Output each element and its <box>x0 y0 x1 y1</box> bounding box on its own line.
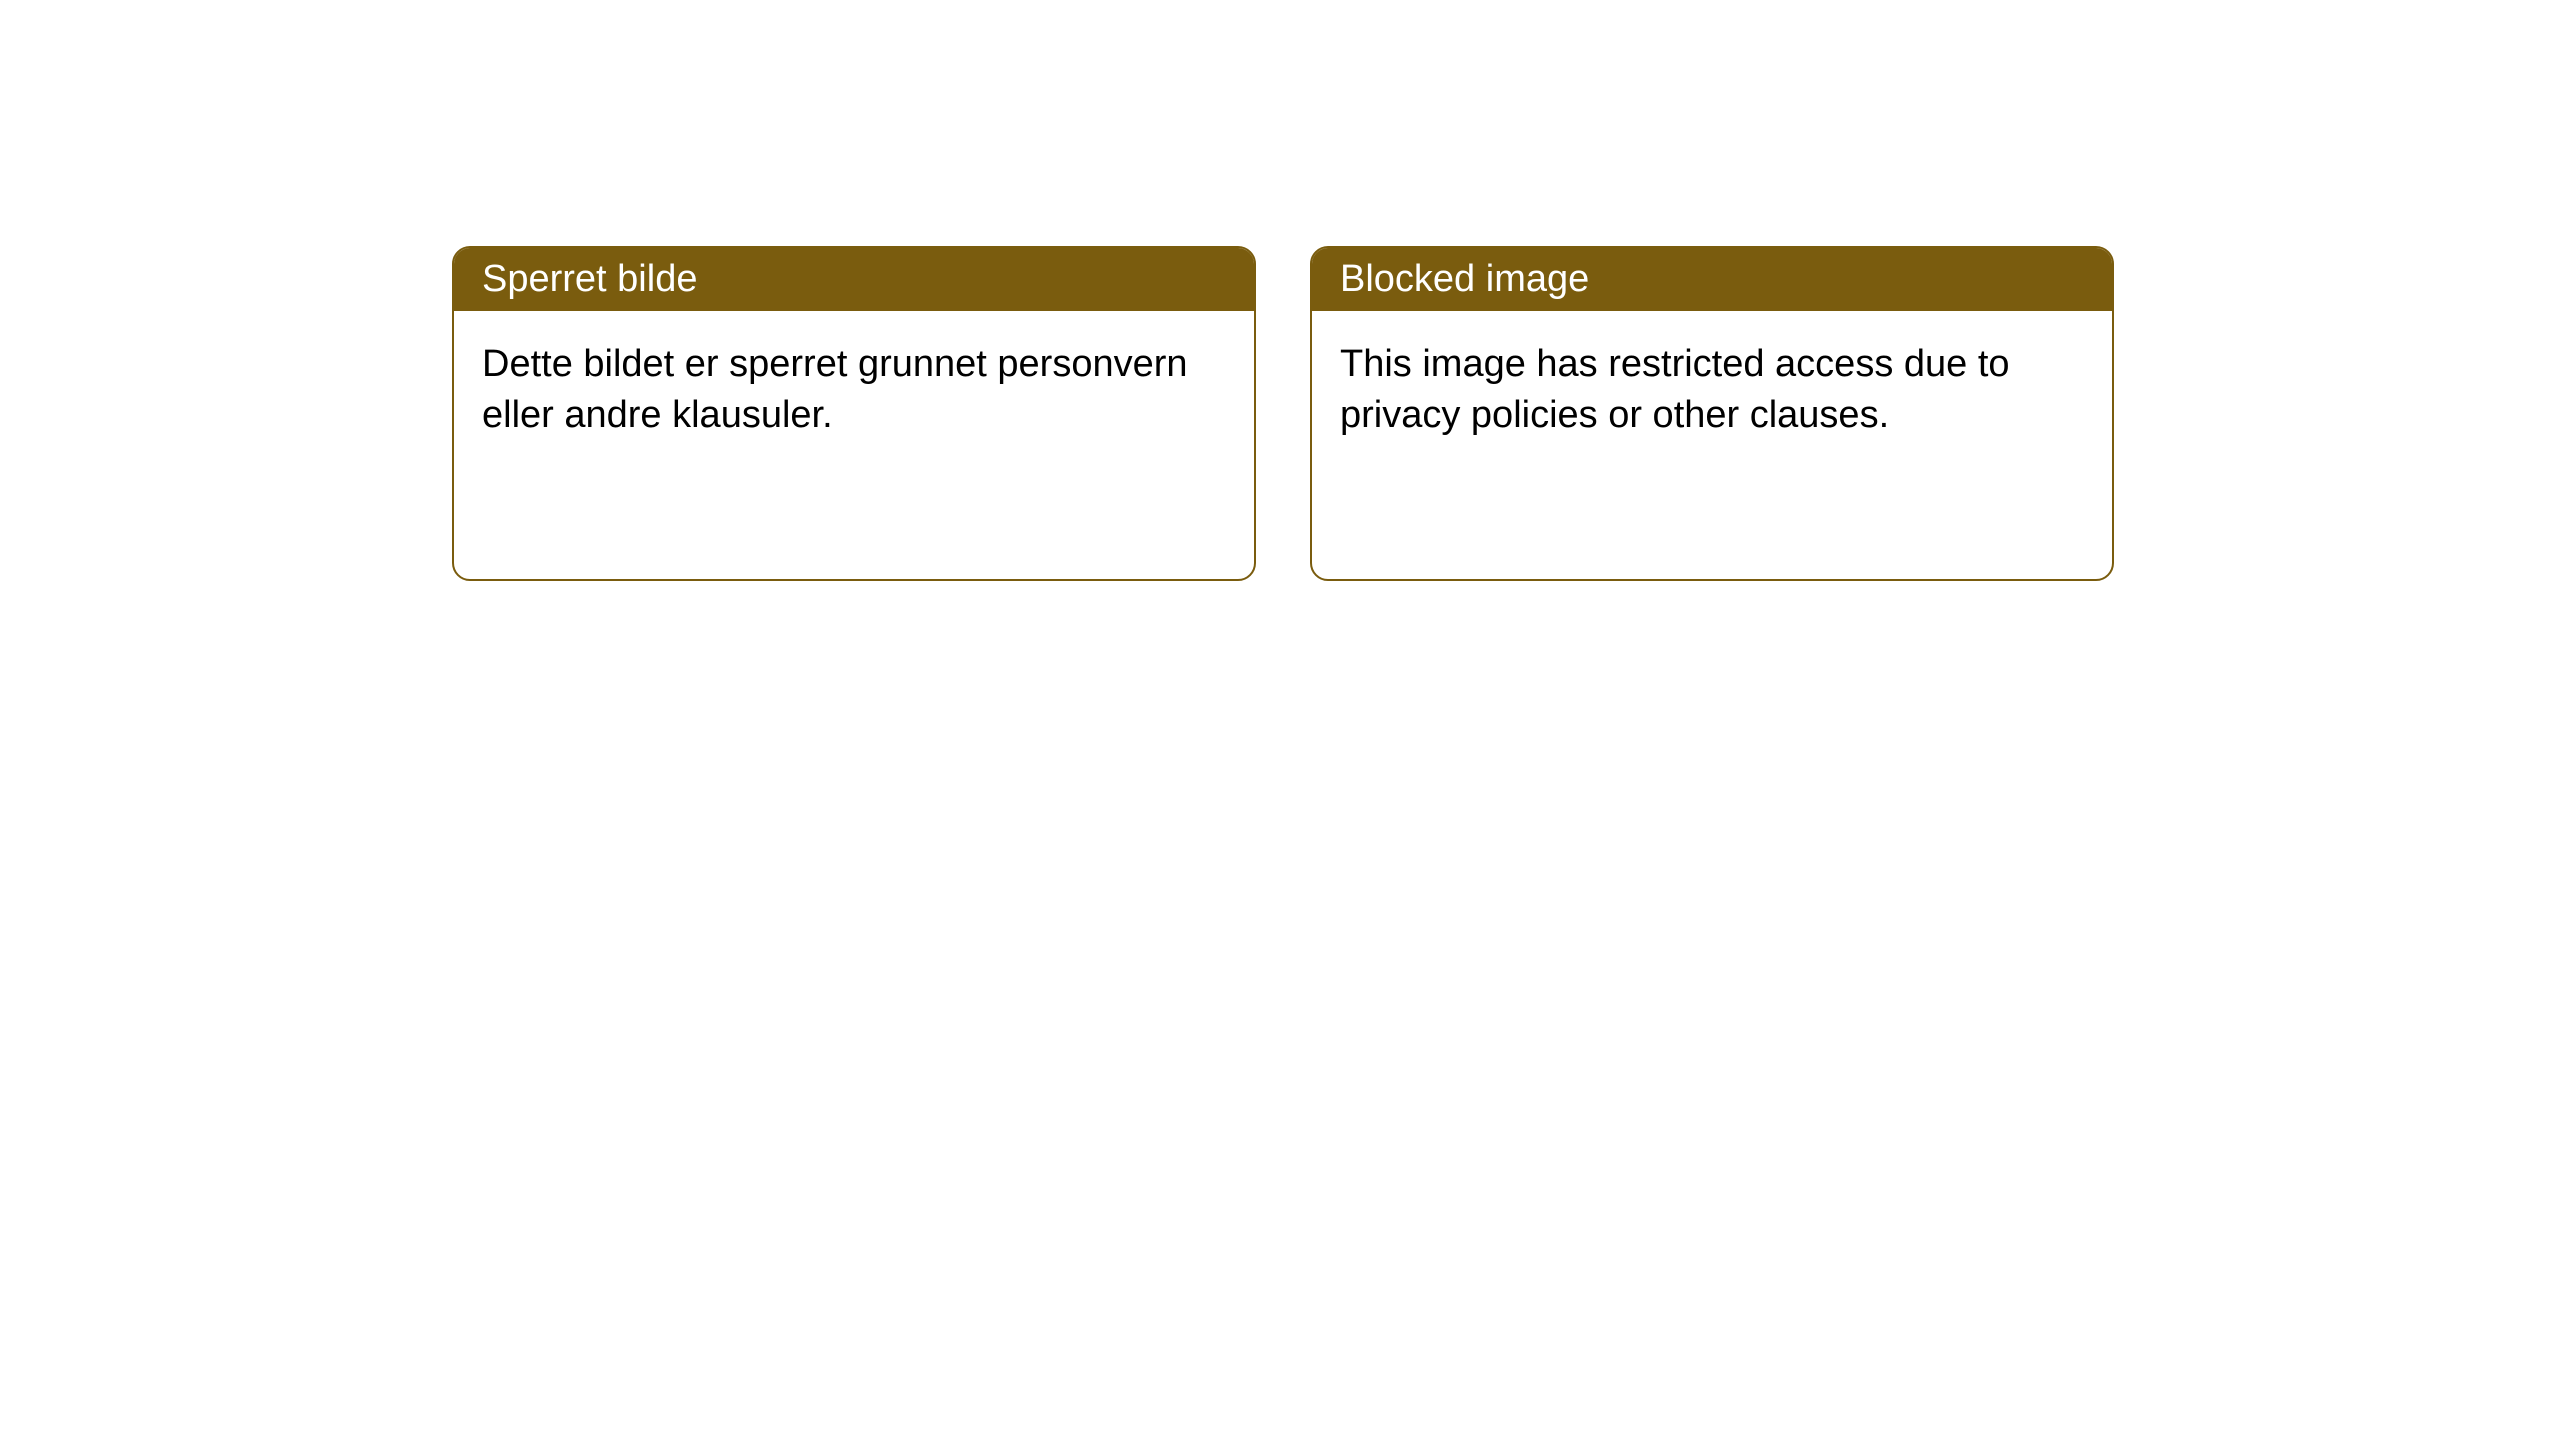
card-english: Blocked image This image has restricted … <box>1310 246 2114 581</box>
card-text-norwegian: Dette bildet er sperret grunnet personve… <box>482 343 1188 436</box>
card-body-norwegian: Dette bildet er sperret grunnet personve… <box>454 311 1254 470</box>
card-title-english: Blocked image <box>1340 258 1589 300</box>
card-title-norwegian: Sperret bilde <box>482 258 697 300</box>
card-norwegian: Sperret bilde Dette bildet er sperret gr… <box>452 246 1256 581</box>
blocked-image-cards: Sperret bilde Dette bildet er sperret gr… <box>452 246 2114 581</box>
card-text-english: This image has restricted access due to … <box>1340 343 2010 436</box>
card-header-english: Blocked image <box>1312 248 2112 311</box>
card-body-english: This image has restricted access due to … <box>1312 311 2112 470</box>
card-header-norwegian: Sperret bilde <box>454 248 1254 311</box>
